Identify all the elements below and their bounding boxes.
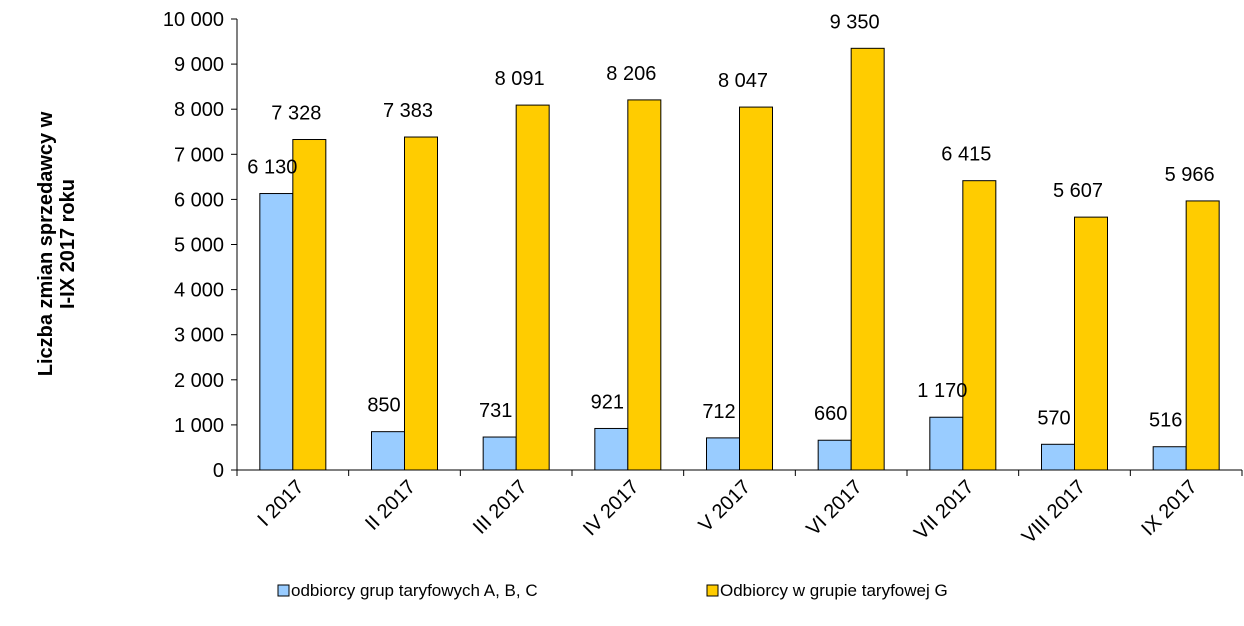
bar-value-label: 1 170 <box>917 380 967 402</box>
bar-series-2 <box>739 106 773 471</box>
x-tick-label: IX 2017 <box>1137 476 1201 540</box>
bar-series-2 <box>962 180 997 471</box>
bar-series-1 <box>817 439 852 471</box>
x-tick-label: I 2017 <box>253 476 308 531</box>
bar-series-2 <box>627 99 662 471</box>
bar-series-1 <box>929 416 964 471</box>
bar-value-label: 921 <box>591 391 624 413</box>
bar-value-label: 570 <box>1037 407 1070 429</box>
x-tick-label: IV 2017 <box>579 476 643 540</box>
bar-value-label: 516 <box>1149 410 1182 432</box>
y-tick-label: 5 000 <box>174 235 224 257</box>
bars-group <box>259 47 1220 471</box>
legend-swatch <box>706 584 719 597</box>
legend: odbiorcy grup taryfowych A, B, C Odbiorcy… <box>277 581 948 600</box>
y-tick-label: 6 000 <box>174 189 224 211</box>
y-tick-label: 9 000 <box>174 54 224 76</box>
bar-value-label: 850 <box>367 395 400 417</box>
x-tick-label: VII 2017 <box>910 476 978 544</box>
bar-series-1 <box>594 427 629 471</box>
value-labels-group: 6 130 7 328 850 7 383 731 8 091 921 8 206 712 8 0… <box>247 11 1214 431</box>
y-tick-label: 0 <box>213 460 224 482</box>
y-axis-title-line: Liczba zmian sprzedawcy w <box>35 111 57 376</box>
bar-value-label: 6 415 <box>941 144 991 166</box>
bar-value-label: 8 047 <box>718 70 768 92</box>
bar-value-label: 712 <box>702 401 735 423</box>
bar-series-1 <box>482 436 517 471</box>
y-tick-label: 3 000 <box>174 325 224 347</box>
bar-value-label: 8 091 <box>495 68 545 90</box>
bar-series-2 <box>1074 216 1108 471</box>
bar-value-label: 9 350 <box>830 11 880 33</box>
legend-swatch <box>277 584 290 597</box>
bar-series-2 <box>1185 200 1220 471</box>
bar-value-label: 7 328 <box>271 103 321 125</box>
y-axis-title-line: I-IX 2017 roku <box>57 179 79 309</box>
bar-value-label: 5 966 <box>1165 164 1215 186</box>
bar-series-2 <box>515 104 550 471</box>
bar-series-2 <box>404 136 438 471</box>
y-axis: 0 1 000 2 000 3 000 4 000 5 000 6 000 7 000 8 00… <box>163 9 238 482</box>
bar-value-label: 660 <box>814 403 847 425</box>
legend-label: odbiorcy grup taryfowych A, B, C <box>291 581 538 600</box>
x-tick-label: VIII 2017 <box>1018 476 1090 548</box>
x-tick-label: V 2017 <box>695 476 755 536</box>
bar-series-1 <box>259 193 294 471</box>
y-axis-title: Liczba zmian sprzedawcy w I-IX 2017 roku <box>35 111 79 376</box>
bar-series-1 <box>371 431 405 471</box>
x-axis: I 2017 II 2017 III 2017 IV 2017 V 2017 VI 201… <box>236 469 1243 548</box>
bar-series-2 <box>850 47 885 471</box>
y-tick-label: 4 000 <box>174 280 224 302</box>
bar-value-label: 5 607 <box>1053 180 1103 202</box>
y-tick-label: 10 000 <box>163 9 224 31</box>
bar-value-label: 8 206 <box>606 63 656 85</box>
y-tick-label: 2 000 <box>174 370 224 392</box>
x-tick-label: III 2017 <box>469 476 532 539</box>
x-tick-label: VI 2017 <box>802 476 866 540</box>
bar-value-label: 6 130 <box>247 157 297 179</box>
y-tick-label: 1 000 <box>174 415 224 437</box>
bar-series-1 <box>706 437 740 471</box>
y-tick-label: 8 000 <box>174 99 224 121</box>
bar-series-2 <box>292 139 327 471</box>
x-tick-label: II 2017 <box>361 476 420 535</box>
bar-value-label: 731 <box>479 400 512 422</box>
y-tick-label: 7 000 <box>174 144 224 166</box>
legend-label: Odbiorcy w grupie taryfowej G <box>720 581 948 600</box>
bar-series-1 <box>1152 446 1187 471</box>
bar-value-label: 7 383 <box>383 100 433 122</box>
bar-series-1 <box>1041 443 1075 471</box>
